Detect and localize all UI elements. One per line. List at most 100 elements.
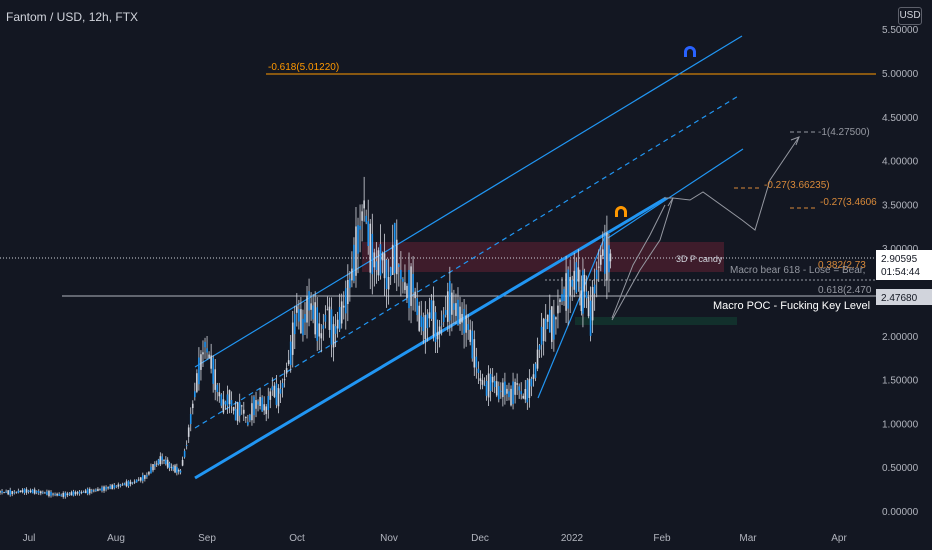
candle-body — [412, 273, 414, 293]
candle-body — [377, 250, 380, 276]
candle-body — [187, 427, 190, 437]
candle-body — [571, 279, 574, 287]
candle-body — [259, 396, 261, 407]
candle-body — [400, 269, 402, 280]
candle-body — [107, 487, 109, 489]
candle-body — [532, 374, 535, 380]
candle-body — [359, 225, 361, 230]
candle-body — [129, 481, 132, 485]
current-price-value: 2.90595 — [881, 254, 918, 265]
candle-body — [0, 490, 1, 493]
candle-body — [204, 341, 206, 348]
candle-body — [593, 284, 596, 294]
candle-body — [402, 278, 404, 282]
candle-body — [40, 491, 42, 494]
candle-body — [155, 463, 158, 465]
candle-body — [52, 493, 54, 495]
candle-body — [230, 399, 233, 406]
candle-body — [347, 279, 349, 305]
magnet-icon-blue[interactable] — [684, 46, 696, 57]
candle-body — [113, 484, 116, 489]
candle-body — [287, 360, 290, 364]
candle-body — [477, 368, 480, 373]
candle-body — [314, 302, 316, 335]
candle-body — [251, 403, 253, 421]
symbol-title[interactable]: Fantom / USD, 12h, FTX — [6, 10, 139, 24]
candle-body — [275, 383, 278, 405]
candle-body — [150, 466, 152, 474]
candle-body — [161, 456, 163, 461]
candle-body — [238, 401, 241, 416]
currency-button[interactable]: USD — [898, 7, 922, 25]
candle-body — [583, 274, 586, 292]
candle-body — [37, 491, 40, 493]
candle-body — [385, 259, 388, 290]
candle-body — [44, 492, 46, 494]
candle-body — [602, 249, 604, 256]
candle-body — [608, 245, 610, 273]
candle-body — [434, 312, 437, 342]
candle-body — [84, 490, 87, 494]
candle-body — [216, 384, 219, 392]
candle-body — [577, 267, 580, 282]
candle-body — [579, 287, 581, 289]
candle-body — [72, 491, 75, 496]
candle-body — [283, 379, 286, 381]
candle-body — [591, 286, 594, 321]
candle-body — [242, 409, 245, 414]
candle-body — [442, 314, 445, 323]
candle-body — [7, 490, 9, 495]
candle-body — [510, 388, 512, 406]
candle-body — [103, 486, 105, 491]
poc-price-value: 2.47680 — [881, 293, 918, 304]
poc-price-tag: 2.47680 — [876, 289, 932, 305]
candle-body — [398, 264, 400, 268]
candle-body — [449, 280, 451, 321]
candle-body — [406, 285, 408, 299]
candle-body — [82, 491, 85, 493]
ascending-channel[interactable] — [194, 35, 744, 480]
candle-body — [569, 276, 571, 296]
candle-body — [567, 269, 569, 309]
candle-body — [546, 314, 549, 322]
price-tick-2: 4.50000 — [882, 113, 919, 124]
candle-body — [418, 305, 421, 331]
candle-body — [485, 380, 488, 396]
candle-body — [236, 402, 239, 422]
candle-body — [312, 305, 314, 320]
candle-body — [469, 329, 472, 342]
candle-body — [453, 303, 455, 310]
candle-body — [420, 315, 423, 327]
candle-body — [240, 405, 243, 407]
candle-body — [177, 470, 180, 472]
candle-body — [349, 278, 351, 288]
price-candles[interactable] — [0, 176, 612, 499]
candle-body — [181, 460, 184, 466]
candle-body — [363, 200, 365, 209]
magnet-icon-orange[interactable] — [615, 206, 627, 217]
candle-body — [575, 262, 578, 293]
candle-body — [481, 380, 484, 385]
candle-body — [206, 348, 208, 353]
candle-body — [70, 492, 73, 496]
candle-body — [595, 269, 598, 279]
candle-body — [5, 491, 7, 493]
candle-body — [115, 485, 118, 487]
candle-body — [538, 345, 541, 350]
candle-body — [131, 482, 134, 484]
candle-body — [3, 491, 5, 493]
candle-body — [202, 352, 204, 355]
candle-body — [383, 253, 386, 279]
candle-body — [135, 479, 138, 483]
candle-body — [563, 288, 565, 301]
candle-body — [495, 381, 498, 396]
candle-body — [391, 244, 394, 275]
candle-body — [502, 382, 504, 398]
projection-path[interactable] — [611, 136, 800, 321]
candle-body — [438, 326, 441, 334]
time-axis[interactable]: Jul Aug Sep Oct Nov Dec 2022 Feb Mar Apr — [23, 533, 848, 544]
candle-body — [174, 465, 176, 473]
candle-body — [17, 490, 20, 493]
candle-body — [451, 292, 453, 315]
